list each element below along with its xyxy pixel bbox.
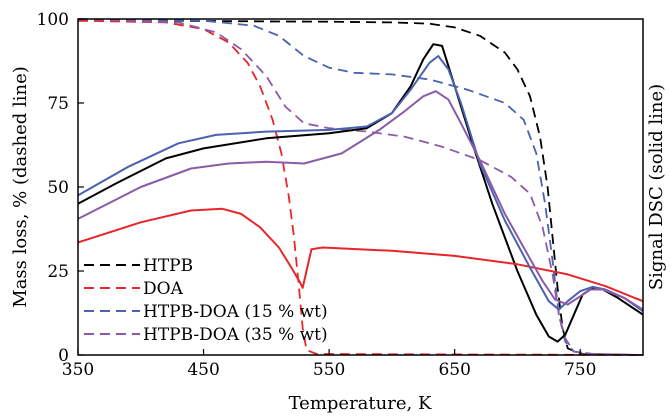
series-line-doa-dashed	[77, 19, 644, 356]
y-tick-label: 75	[47, 94, 69, 114]
legend-label: HTPB	[143, 256, 193, 276]
y-tick-label: 100	[37, 10, 69, 30]
legend-label: DOA	[143, 279, 184, 299]
tick-layer: 350 450 550 650 750 0 25 50 75 100	[37, 10, 597, 380]
series-line-htpb-dashed	[78, 19, 644, 356]
series-line-htpb-doa-15-wt-solid	[77, 55, 644, 313]
x-tick-label: 550	[313, 360, 345, 380]
y-tick-label: 50	[47, 178, 69, 198]
y-tick-label: 0	[58, 346, 69, 366]
x-tick-label: 350	[62, 360, 94, 380]
x-tick-label: 650	[438, 360, 470, 380]
y-tick-label: 25	[47, 262, 69, 282]
series-line-htpb-doa-35-wt-dashed	[77, 18, 644, 356]
legend-label: HTPB-DOA (15 % wt)	[143, 302, 328, 322]
series-layer	[77, 18, 644, 356]
legend-label: HTPB-DOA (35 % wt)	[143, 325, 328, 345]
y-axis-label: Mass loss, % (dashed line)	[10, 66, 31, 307]
y2-axis-label: Signal DSC (solid line)	[646, 84, 667, 290]
legend: HTPB DOA HTPB-DOA (15 % wt) HTPB-DOA (35 % …	[84, 256, 328, 345]
series-line-htpb-doa-35-wt-solid	[77, 90, 644, 311]
series-line-doa-solid	[77, 207, 644, 303]
x-tick-label: 450	[187, 360, 219, 380]
x-tick-label: 750	[564, 360, 596, 380]
x-axis-label: Temperature, K	[289, 393, 432, 414]
